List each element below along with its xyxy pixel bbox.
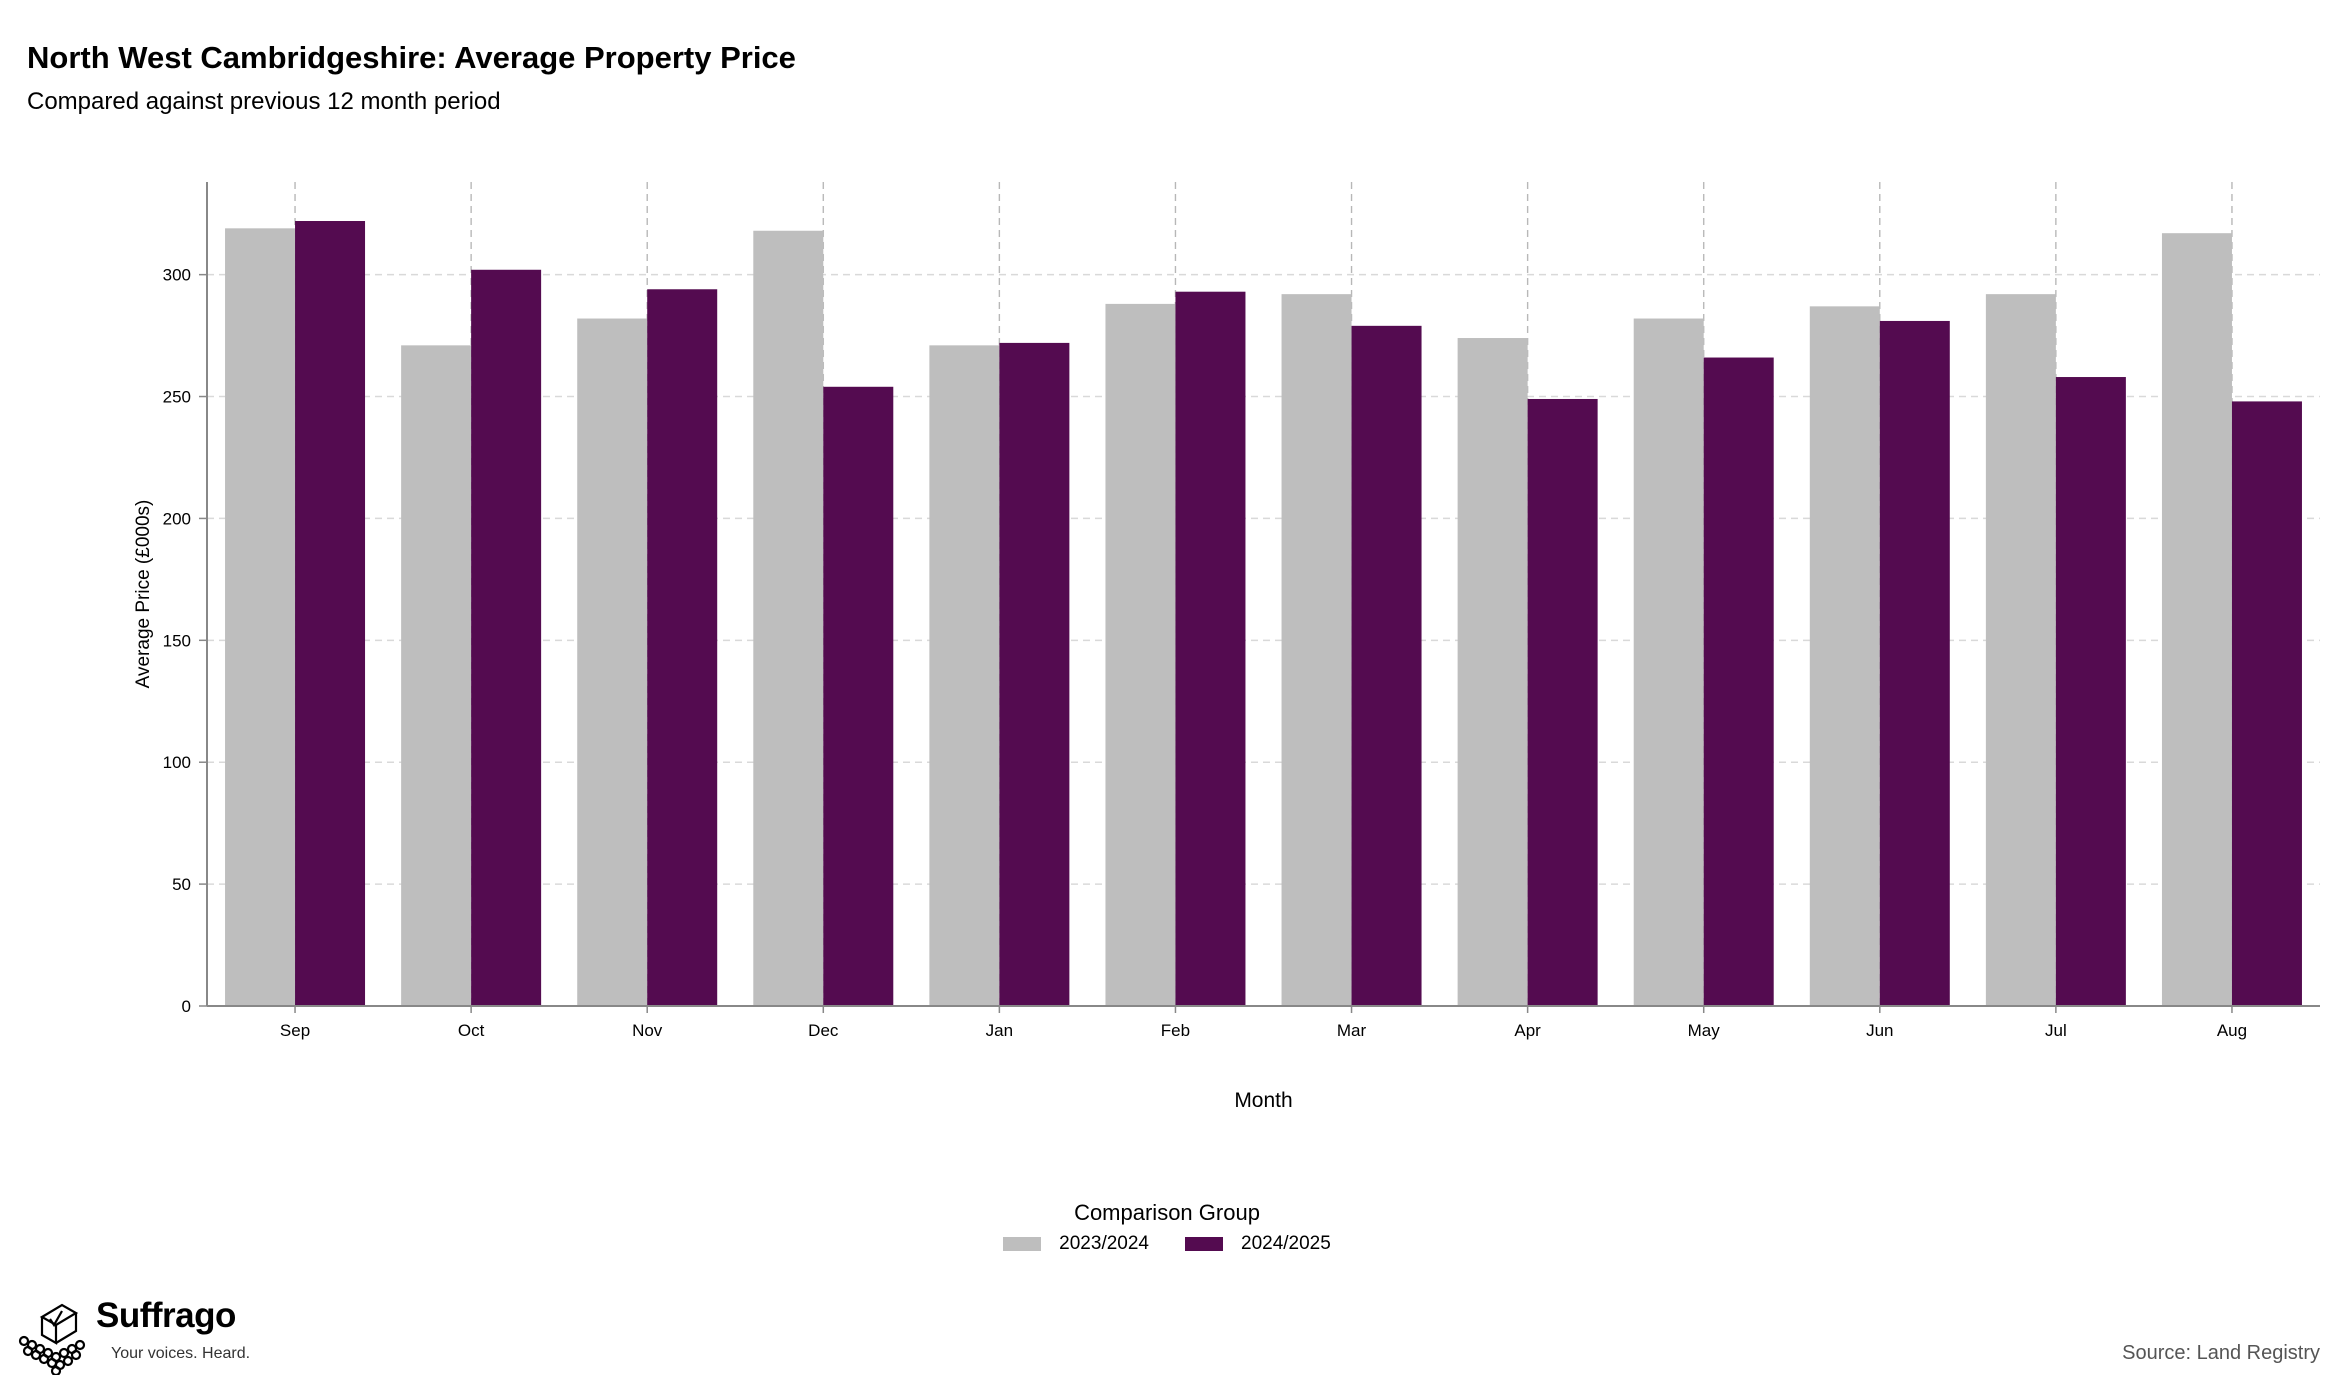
x-tick-label: Jun	[1866, 1021, 1893, 1040]
x-tick-label: Apr	[1514, 1021, 1541, 1040]
legend-swatch	[1003, 1237, 1042, 1251]
bar-2024-2025-mar	[1351, 325, 1422, 1006]
bar-2023-2024-nov	[577, 318, 648, 1006]
bar-2024-2025-jun	[1879, 320, 1950, 1006]
x-axis-title: Month	[1234, 1089, 1292, 1112]
x-tick-label: Sep	[280, 1021, 310, 1040]
bar-2024-2025-dec	[823, 386, 894, 1006]
y-tick-label: 150	[163, 631, 191, 650]
legend-label: 2023/2024	[1059, 1233, 1149, 1254]
ballot-box-logo-icon	[18, 1303, 86, 1375]
bar-2023-2024-aug	[2161, 233, 2232, 1007]
bars	[225, 221, 2302, 1007]
x-tick-label: Jan	[986, 1021, 1013, 1040]
x-tick-label: Aug	[2217, 1021, 2247, 1040]
legend-label: 2024/2025	[1241, 1233, 1331, 1254]
bar-2024-2025-sep	[295, 221, 366, 1006]
legend-title: Comparison Group	[1074, 1200, 1260, 1225]
bar-2024-2025-jan	[999, 342, 1070, 1006]
bar-2023-2024-oct	[401, 345, 472, 1006]
brand-tagline: Your voices. Heard.	[111, 1345, 251, 1362]
legend-item-2024-2025: 2024/2025	[1185, 1233, 1331, 1255]
x-tick-label: Dec	[808, 1021, 839, 1040]
y-tick-label: 250	[163, 388, 191, 407]
bar-2024-2025-aug	[2231, 401, 2302, 1006]
bar-2024-2025-feb	[1175, 291, 1246, 1007]
bar-2024-2025-apr	[1527, 398, 1598, 1006]
y-tick-label: 200	[163, 509, 191, 528]
bar-2023-2024-sep	[225, 228, 296, 1006]
legend-swatch	[1185, 1237, 1223, 1251]
x-tick-label: Oct	[458, 1021, 485, 1040]
y-tick-label: 100	[163, 753, 191, 772]
bar-2024-2025-oct	[471, 269, 542, 1006]
bar-2024-2025-nov	[647, 289, 718, 1007]
bar-2023-2024-dec	[753, 230, 824, 1007]
y-tick-label: 300	[163, 266, 191, 285]
x-tick-label: May	[1688, 1021, 1721, 1040]
chart-subtitle: Compared against previous 12 month perio…	[27, 88, 501, 115]
y-axis-title: Average Price (£000s)	[133, 500, 154, 689]
axes	[199, 182, 2320, 1013]
legend: 2023/2024 2024/2025	[0, 1233, 2334, 1255]
bar-2023-2024-jul	[1985, 294, 2056, 1007]
source-note: Source: Land Registry	[2122, 1342, 2320, 1364]
brand-name: Suffrago	[96, 1296, 236, 1335]
x-tick-label: Nov	[632, 1021, 663, 1040]
bar-2023-2024-jun	[1809, 306, 1880, 1006]
x-tick-label: Jul	[2045, 1021, 2067, 1040]
y-tick-label: 0	[182, 997, 191, 1016]
legend-item-2023-2024: 2023/2024	[1003, 1233, 1149, 1255]
bar-2023-2024-jan	[929, 345, 1000, 1006]
bar-2023-2024-may	[1633, 318, 1704, 1006]
bar-2024-2025-may	[1703, 357, 1774, 1007]
chart-title: North West Cambridgeshire: Average Prope…	[27, 40, 796, 75]
bar-chart: 0 50 100 150 200 250 300 Sep Oct Nov Dec Jan Feb Mar A…	[133, 182, 2320, 1112]
axis-labels: 0 50 100 150 200 250 300 Sep Oct Nov Dec Jan Feb Mar A…	[133, 266, 2247, 1112]
bar-2023-2024-mar	[1281, 294, 1352, 1007]
bar-2023-2024-apr	[1457, 338, 1528, 1006]
x-tick-label: Mar	[1337, 1021, 1367, 1040]
bar-2024-2025-jul	[2055, 377, 2126, 1007]
x-tick-label: Feb	[1161, 1021, 1190, 1040]
y-tick-label: 50	[172, 875, 191, 894]
bar-2023-2024-feb	[1105, 303, 1176, 1006]
